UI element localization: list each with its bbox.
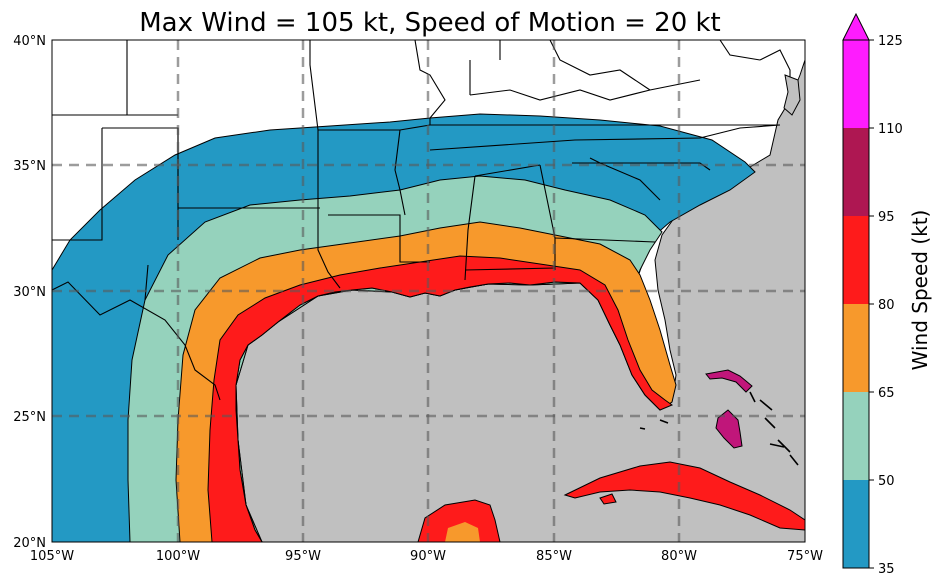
x-tick-label: 105°W (30, 549, 74, 564)
x-axis-labels: 105°W 100°W 95°W 90°W 85°W 80°W 75°W (30, 549, 823, 564)
colorbar-bin-50-65 (843, 392, 869, 480)
y-tick-label: 25°N (13, 410, 46, 425)
y-tick-label: 40°N (13, 34, 46, 49)
colorbar-bin-35-50 (843, 480, 869, 568)
chesapeake-bay (783, 74, 801, 116)
colorbar-tick-label: 110 (878, 122, 903, 137)
colorbar-tick-label: 50 (878, 474, 895, 489)
colorbar-tick-label: 95 (878, 210, 895, 225)
state-borders (52, 40, 791, 401)
isle-of-youth (599, 493, 617, 505)
colorbar-bin-110-125 (843, 40, 869, 128)
colorbar-tick-label: 65 (878, 386, 895, 401)
bahamas-small-islands (639, 391, 799, 466)
y-tick-label: 30°N (13, 285, 46, 300)
map-title: Max Wind = 105 kt, Speed of Motion = 20 … (139, 8, 721, 38)
x-tick-label: 85°W (536, 549, 572, 564)
colorbar-tick-label: 80 (878, 298, 895, 313)
cuba-island (563, 461, 805, 531)
x-tick-label: 95°W (285, 549, 321, 564)
colorbar: 125 110 95 80 65 50 35 Wind Speed (kt) (842, 12, 932, 577)
gridlines (52, 40, 805, 542)
bahamas-andros (715, 409, 743, 449)
y-tick-label: 35°N (13, 159, 46, 174)
colorbar-bin-80-95 (843, 216, 869, 304)
x-tick-label: 80°W (661, 549, 697, 564)
colorbar-ticks (869, 39, 874, 569)
colorbar-extend-arrow (842, 12, 870, 41)
yucatan-inner (445, 522, 480, 542)
plot-frame (51, 39, 806, 543)
x-tick-label: 90°W (410, 549, 446, 564)
colorbar-tick-label: 125 (878, 34, 903, 49)
y-axis-labels: 20°N 25°N 30°N 35°N 40°N (13, 34, 46, 551)
bahamas-abaco (705, 369, 753, 393)
colorbar-label: Wind Speed (kt) (908, 210, 932, 371)
colorbar-tick-label: 35 (878, 562, 895, 577)
colorbar-bin-95-110 (843, 128, 869, 216)
yucatan-peninsula (417, 499, 501, 542)
map-plot-area (52, 40, 805, 542)
y-tick-label: 20°N (13, 536, 46, 551)
colorbar-bin-65-80 (843, 304, 869, 392)
x-tick-label: 100°W (156, 549, 200, 564)
x-tick-label: 75°W (787, 549, 823, 564)
